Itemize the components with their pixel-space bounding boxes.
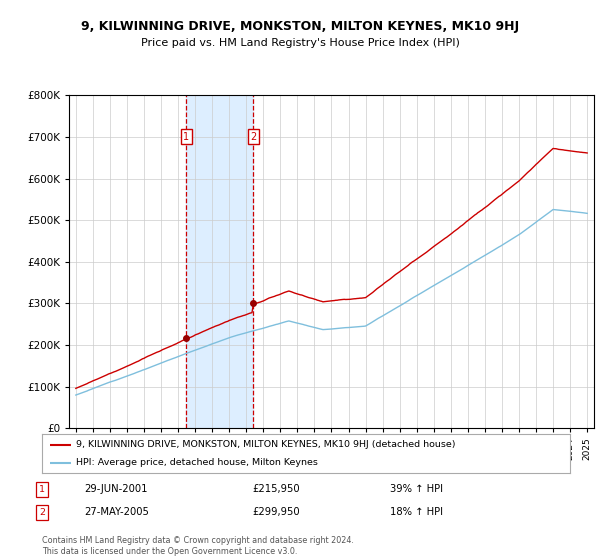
Text: 2: 2 — [39, 508, 45, 517]
Text: 2: 2 — [250, 132, 256, 142]
Text: £299,950: £299,950 — [252, 507, 299, 517]
Text: HPI: Average price, detached house, Milton Keynes: HPI: Average price, detached house, Milt… — [76, 458, 318, 467]
Text: 29-JUN-2001: 29-JUN-2001 — [84, 484, 148, 494]
Text: Price paid vs. HM Land Registry's House Price Index (HPI): Price paid vs. HM Land Registry's House … — [140, 38, 460, 48]
Text: £215,950: £215,950 — [252, 484, 299, 494]
Text: 1: 1 — [184, 132, 190, 142]
Text: 39% ↑ HPI: 39% ↑ HPI — [390, 484, 443, 494]
Text: Contains HM Land Registry data © Crown copyright and database right 2024.
This d: Contains HM Land Registry data © Crown c… — [42, 536, 354, 556]
Text: 9, KILWINNING DRIVE, MONKSTON, MILTON KEYNES, MK10 9HJ: 9, KILWINNING DRIVE, MONKSTON, MILTON KE… — [81, 20, 519, 32]
Bar — [187, 95, 253, 428]
Text: 9, KILWINNING DRIVE, MONKSTON, MILTON KEYNES, MK10 9HJ (detached house): 9, KILWINNING DRIVE, MONKSTON, MILTON KE… — [76, 440, 456, 449]
Text: 1: 1 — [39, 485, 45, 494]
Text: 18% ↑ HPI: 18% ↑ HPI — [390, 507, 443, 517]
Text: 27-MAY-2005: 27-MAY-2005 — [84, 507, 149, 517]
